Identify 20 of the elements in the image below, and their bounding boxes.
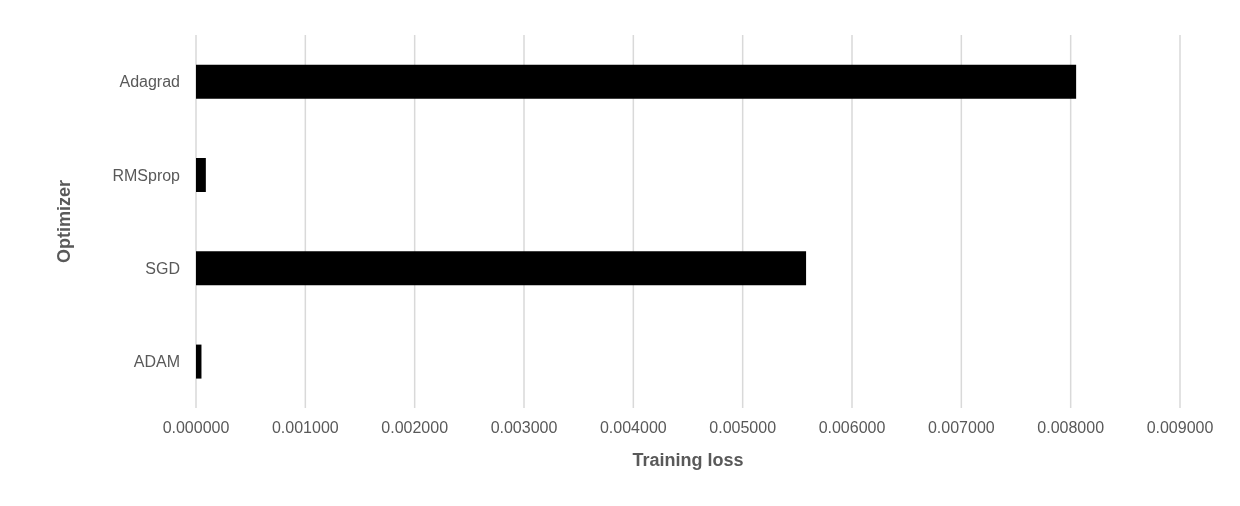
bar (196, 158, 206, 193)
x-tick-label: 0.009000 (1146, 419, 1214, 437)
x-tick-label: 0.004000 (599, 419, 667, 437)
y-tick-label: Adagrad (119, 73, 180, 91)
x-tick-label: 0.005000 (709, 419, 777, 437)
x-tick-label: 0.006000 (818, 419, 886, 437)
y-tick-label: SGD (145, 259, 180, 277)
x-tick-label: 0.002000 (381, 419, 449, 437)
x-tick-label: 0.007000 (927, 419, 995, 437)
x-tick-label: 0.001000 (271, 419, 339, 437)
y-tick-label: ADAM (133, 353, 180, 371)
bar (196, 344, 202, 379)
x-tick-label: 0.003000 (490, 419, 558, 437)
x-tick-label: 0.008000 (1037, 419, 1105, 437)
y-axis-title: Optimizer (54, 179, 75, 264)
bar (196, 64, 1077, 99)
x-axis-title: Training loss (632, 450, 744, 470)
bar (196, 251, 807, 286)
x-tick-label: 0.000000 (162, 419, 230, 437)
y-tick-label: RMSprop (112, 166, 181, 184)
